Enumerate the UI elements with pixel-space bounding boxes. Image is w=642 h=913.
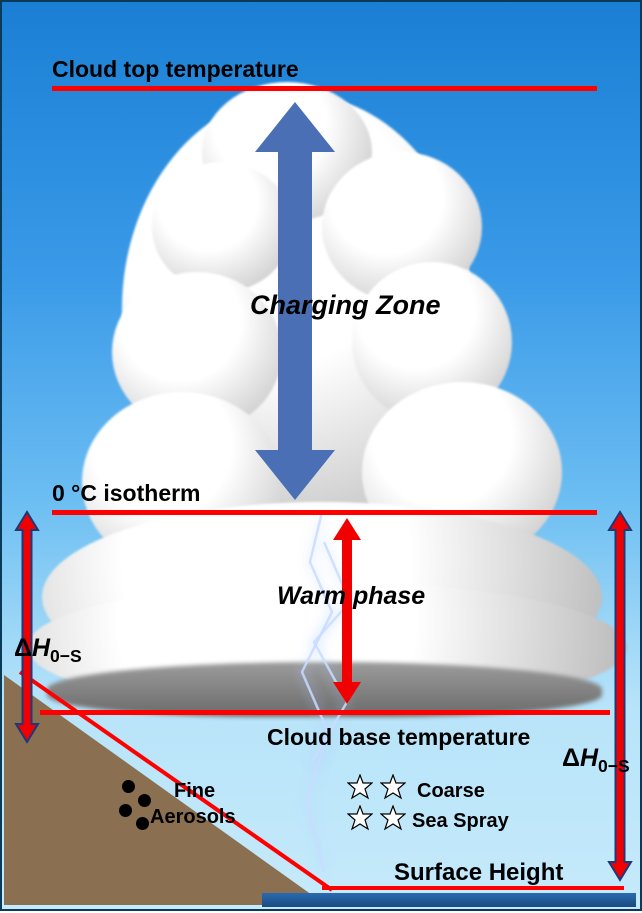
sea-spray-label: Sea Spray — [412, 810, 509, 833]
zero-isotherm-label: 0 °C isotherm — [52, 480, 201, 507]
fine-aerosol-dot — [136, 817, 149, 830]
cloud-top-label: Cloud top temperature — [52, 56, 299, 83]
cloud-base-label: Cloud base temperature — [267, 724, 530, 751]
coarse-seaspray-star — [380, 805, 406, 836]
charging-zone-label: Charging Zone — [250, 290, 441, 321]
coarse-label: Coarse — [417, 780, 485, 803]
warm-phase-label: Warm phase — [277, 582, 425, 611]
fine-aerosol-dot — [119, 804, 132, 817]
aerosols-label: Aerosols — [150, 806, 236, 829]
fine-label: Fine — [174, 780, 215, 803]
delta-h-right-arrow — [609, 512, 631, 880]
arrows-layer — [2, 2, 642, 913]
delta-h-left-label: ΔH0−S — [14, 634, 82, 667]
coarse-seaspray-star — [347, 774, 373, 805]
coarse-seaspray-star — [380, 774, 406, 805]
coarse-seaspray-star — [347, 805, 373, 836]
warm-phase-arrow — [333, 518, 361, 704]
surface-height-label: Surface Height — [394, 859, 563, 887]
delta-h-left-arrow — [16, 512, 38, 742]
diagram-canvas: Cloud top temperature Charging Zone 0 °C… — [0, 0, 642, 911]
fine-aerosol-dot — [122, 780, 135, 793]
delta-h-right-label: ΔH0−S — [562, 744, 630, 777]
